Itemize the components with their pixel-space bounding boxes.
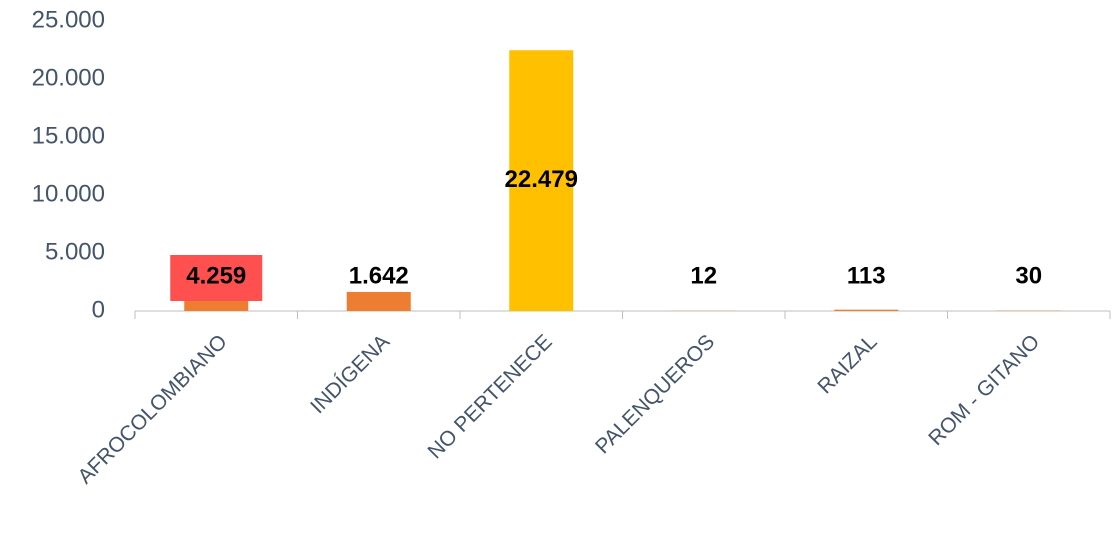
x-tick-label: RAIZAL [813, 330, 881, 398]
y-tick-label: 10.000 [32, 180, 105, 207]
data-label: 12 [690, 262, 717, 289]
x-tick-label: NO PERTENECE [424, 330, 557, 463]
data-label: 4.259 [186, 262, 246, 289]
data-label: 1.642 [349, 262, 409, 289]
x-tick-label: INDÍGENA [306, 330, 394, 418]
x-tick-label: ROM - GITANO [924, 330, 1044, 450]
data-label: 113 [847, 262, 886, 289]
data-label: 22.479 [505, 166, 578, 193]
y-tick-label: 15.000 [32, 122, 105, 149]
y-tick-label: 20.000 [32, 64, 105, 91]
bar [347, 292, 411, 311]
y-tick-label: 25.000 [32, 6, 105, 33]
x-tick-label: PALENQUEROS [591, 330, 719, 458]
y-tick-label: 5.000 [45, 238, 105, 265]
data-label: 30 [1015, 262, 1042, 289]
bar [834, 310, 898, 311]
y-tick-label: 0 [92, 296, 105, 323]
x-tick-label: AFROCOLOMBIANO [74, 330, 232, 488]
